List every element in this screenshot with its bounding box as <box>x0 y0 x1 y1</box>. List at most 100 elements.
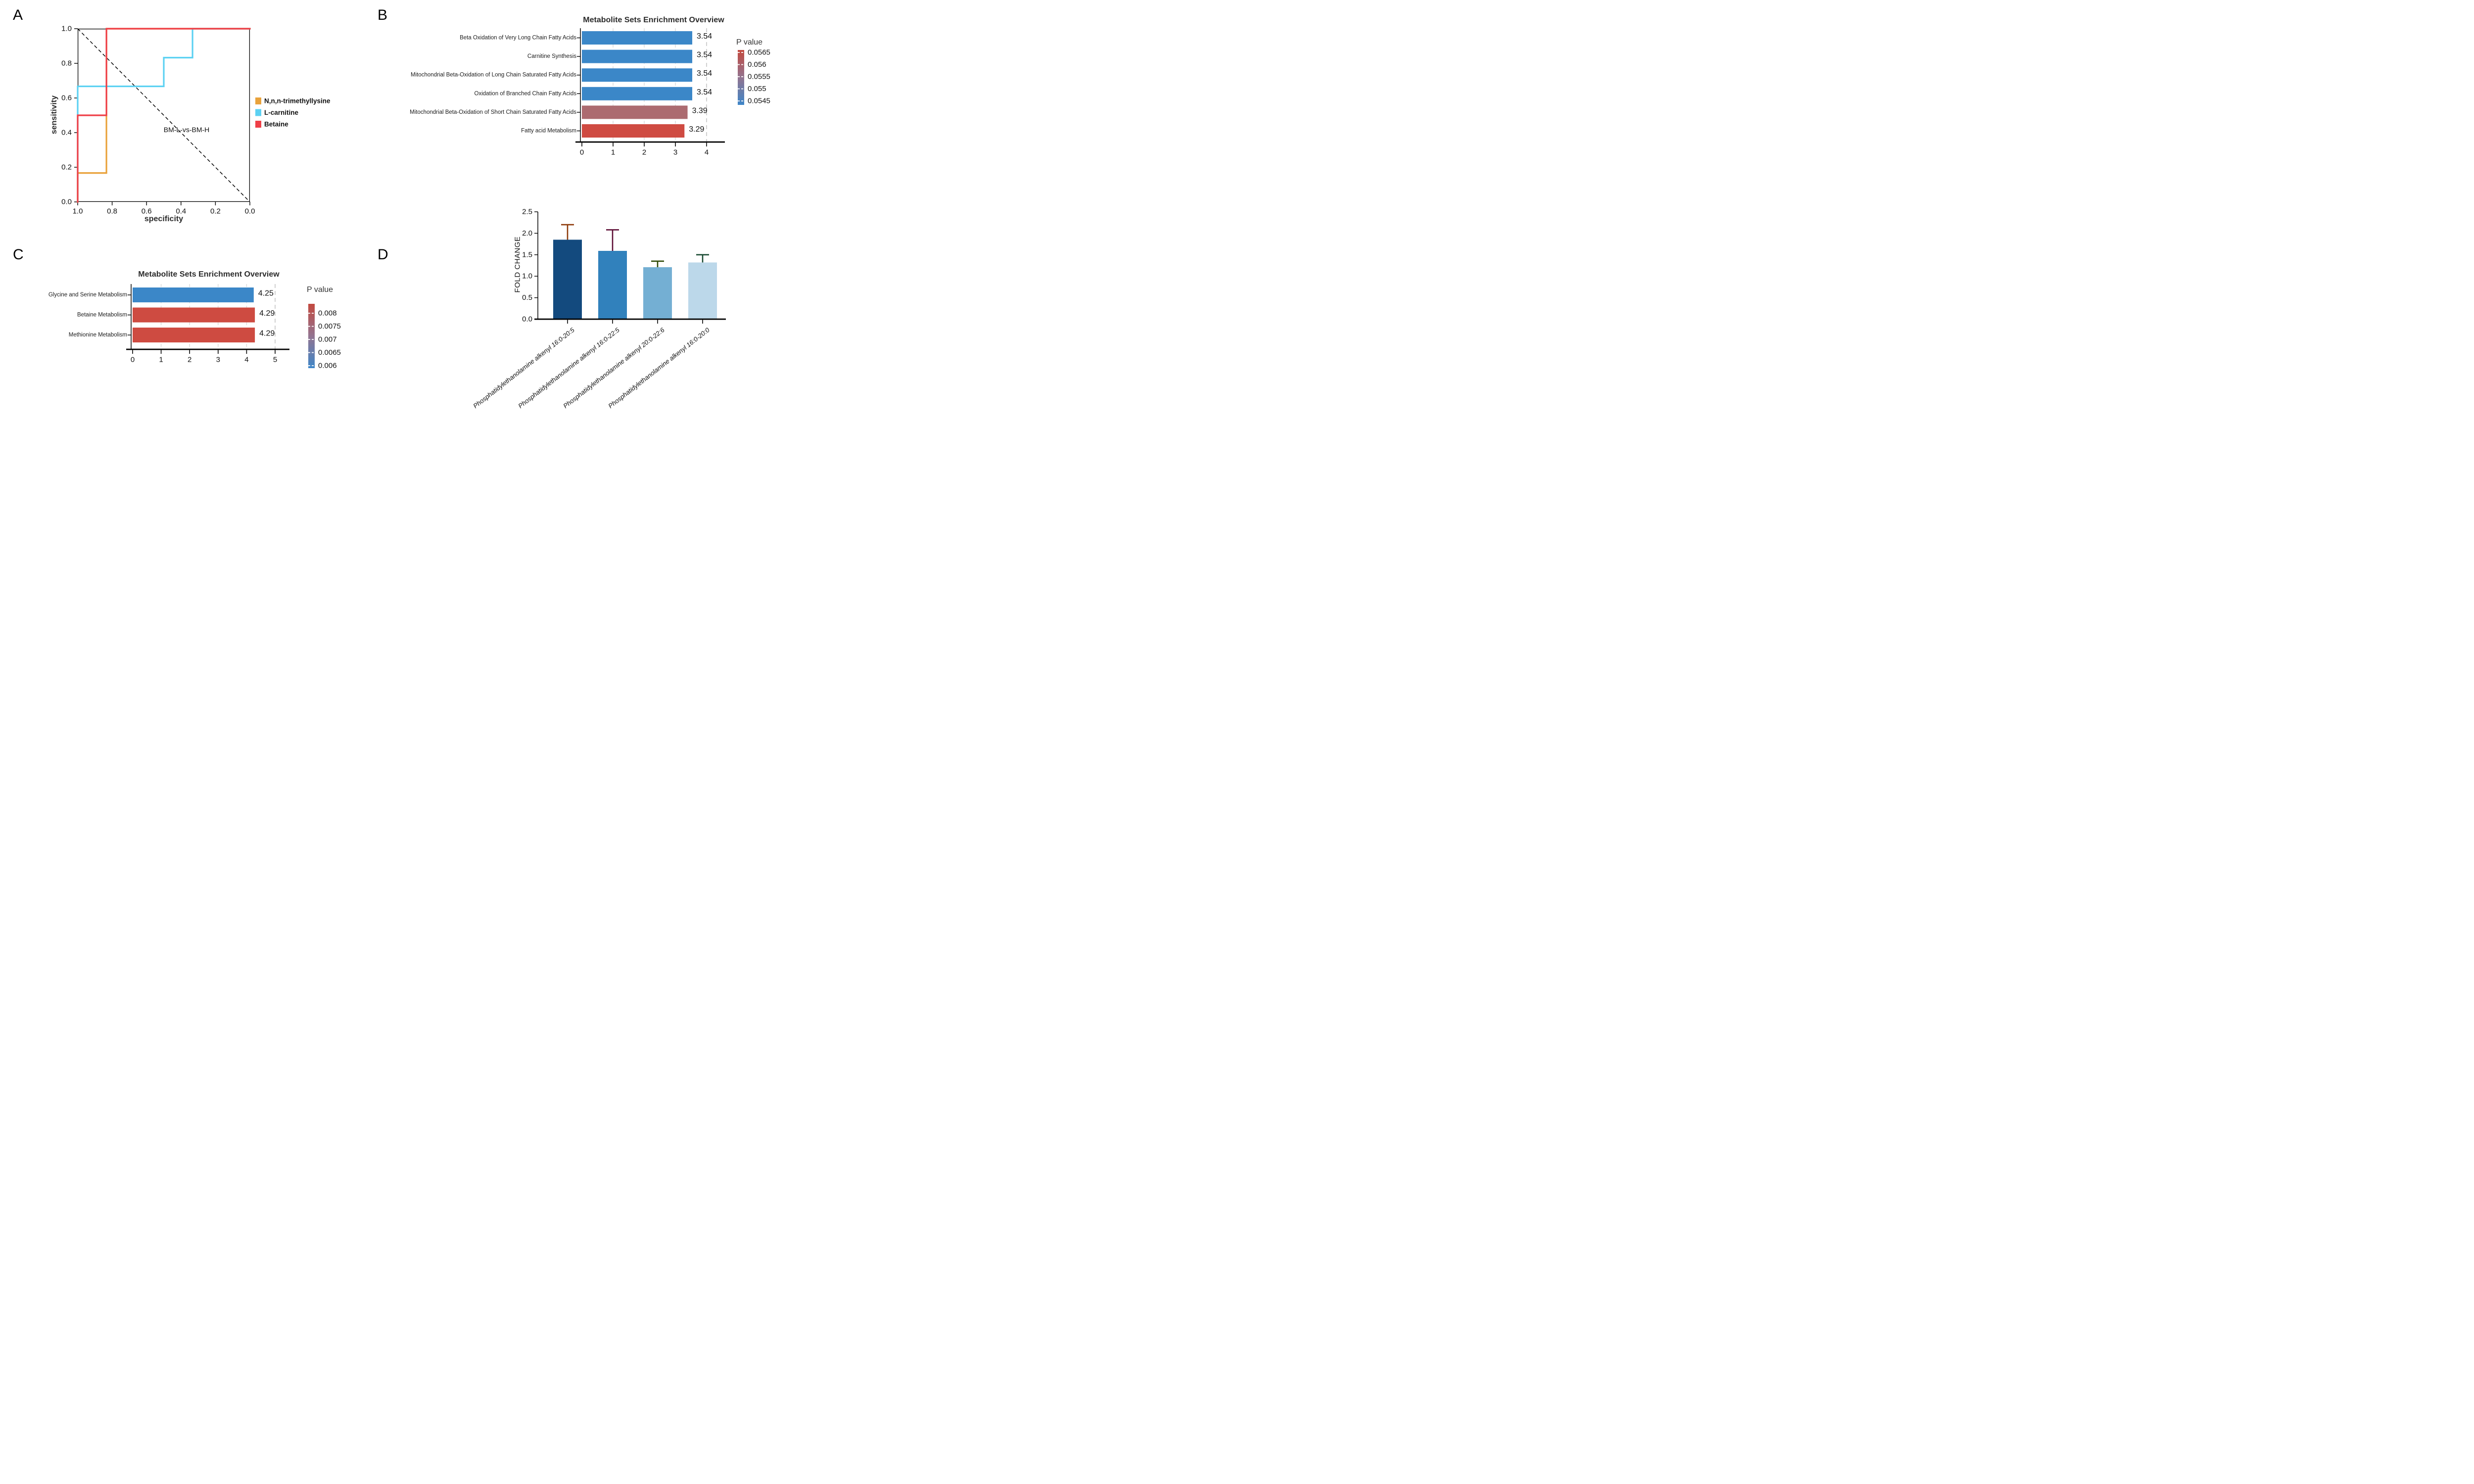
roc-comparison-annotation: BM-L-vs-BM-H <box>163 126 210 134</box>
category-label: Betaine Metabolism <box>77 312 127 318</box>
y-tick-label: 0.8 <box>61 59 72 68</box>
x-tick-label: 4 <box>705 148 709 157</box>
y-tick-label: 0.4 <box>61 129 72 137</box>
category-label: Mitochondrial Beta-Oxidation of Long Cha… <box>411 72 576 78</box>
bar <box>133 328 255 342</box>
x-tick-label: 0 <box>580 148 584 157</box>
roc-plot: 1.0 0.8 0.6 0.4 0.2 0.01.00.80.60.40.20.0N,n,… <box>61 25 331 216</box>
y-tick-label: 1.5 <box>522 250 532 259</box>
bar-value-label: 3.54 <box>697 69 712 78</box>
bar-value-label: 3.29 <box>689 125 704 134</box>
legend-tick-label: 0.0545 <box>748 97 770 105</box>
x-tick-label: 0.0 <box>245 207 255 216</box>
y-tick-label: 2.0 <box>522 229 532 238</box>
bar <box>582 31 693 45</box>
x-tick-label: 5 <box>273 356 277 364</box>
panel-c-title: Metabolite Sets Enrichment Overview <box>138 270 280 279</box>
roc-curve-betaine <box>77 28 251 203</box>
bar-value-label: 4.25 <box>258 289 274 298</box>
y-tick-label: 0.5 <box>522 293 532 302</box>
legend-item-label: Betaine <box>264 121 288 128</box>
roc-y-axis-label: sensitivity <box>50 95 58 135</box>
legend-tick-label: 0.0565 <box>748 48 770 57</box>
category-label: Phosphatidylethanolamine alkenyl 16:0-20… <box>607 326 711 410</box>
x-tick-label: 2 <box>188 356 191 364</box>
y-tick-label: 0.2 <box>61 163 72 172</box>
y-tick-label: 0.0 <box>522 315 532 324</box>
x-tick-label: 3 <box>673 148 677 157</box>
legend-tick-label: 0.0555 <box>748 73 770 81</box>
bar <box>688 262 717 319</box>
legend-gradient-bar <box>308 304 315 368</box>
legend-swatch <box>255 121 261 128</box>
bar <box>582 68 693 82</box>
legend-item-label: N,n,n-trimethyllysine <box>264 97 331 105</box>
bar <box>598 250 627 319</box>
category-label: Glycine and Serine Metabolism <box>48 292 127 298</box>
bar <box>582 49 693 63</box>
fold-change-bar-chart: 0.0 0.5 1.0 1.5 2.0 2.5 Phosphatidylethanolami… <box>472 208 726 410</box>
x-tick-label: 0.6 <box>142 207 152 216</box>
category-label: Phosphatidylethanolamine alkenyl 16:0-20… <box>472 326 576 410</box>
y-tick-label: 0.6 <box>61 94 72 102</box>
category-label: Phosphatidylethanolamine alkenyl 20:0-22… <box>562 326 666 410</box>
legend-tick-label: 0.0075 <box>318 322 341 331</box>
category-label: Fatty acid Metabolism <box>521 128 576 134</box>
x-tick-label: 1 <box>611 148 615 157</box>
bar <box>582 124 685 138</box>
legend-swatch <box>255 97 261 104</box>
bar-value-label: 3.54 <box>697 51 712 59</box>
panel-b-letter: B <box>378 7 388 23</box>
panel-c-letter: C <box>13 246 24 263</box>
panel-b-title: Metabolite Sets Enrichment Overview <box>583 16 724 24</box>
bar-value-label: 3.54 <box>697 32 712 41</box>
legend-gradient-bar <box>738 50 744 105</box>
panel-c-legend-title: P value <box>307 286 333 294</box>
bar <box>582 87 693 100</box>
legend-tick-label: 0.006 <box>318 362 337 370</box>
category-label: Methionine Metabolism <box>69 332 127 338</box>
category-label: Beta Oxidation of Very Long Chain Fatty … <box>460 35 576 41</box>
y-tick-label: 2.5 <box>522 208 532 216</box>
legend-swatch <box>255 109 261 116</box>
bar-value-label: 3.54 <box>697 88 712 96</box>
y-tick-label: 1.0 <box>61 25 72 33</box>
x-tick-label: 0 <box>131 356 135 364</box>
bar <box>643 267 672 319</box>
y-tick-label: 0.0 <box>61 198 72 206</box>
legend-item-label: L-carnitine <box>264 109 299 116</box>
legend-tick-label: 0.055 <box>748 85 766 93</box>
x-tick-label: 0.8 <box>107 207 117 216</box>
bar-value-label: 4.29 <box>259 330 275 338</box>
category-label: Oxidation of Branched Chain Fatty Acids <box>475 91 577 96</box>
bar-value-label: 4.29 <box>259 309 275 318</box>
category-label: Mitochondrial Beta-Oxidation of Short Ch… <box>410 109 576 115</box>
figure-canvas: A 1.0 0.8 0.6 0.4 0.2 0.0 1.0 0.8 0.6 0.4 0.2 0.0 N,… <box>0 0 776 418</box>
x-tick-label: 2 <box>642 148 646 157</box>
x-tick-label: 4 <box>244 356 248 364</box>
y-tick-label: 1.0 <box>522 272 532 281</box>
roc-diagonal-reference-line <box>77 28 250 202</box>
panel-b-legend-title: P value <box>736 38 763 47</box>
x-tick-label: 0.4 <box>176 207 186 216</box>
bar-value-label: 3.39 <box>692 106 708 115</box>
panel-d-letter: D <box>378 246 388 263</box>
enrichment-bar-chart-b: 3.54 Beta Oxidation of Very Long Chain Fa… <box>410 28 770 157</box>
panel-a-letter: A <box>13 7 23 23</box>
roc-x-axis-label: specificity <box>144 215 184 223</box>
x-tick-label: 0.2 <box>210 207 221 216</box>
x-tick-label: 1 <box>159 356 163 364</box>
legend-tick-label: 0.0065 <box>318 348 341 357</box>
bar <box>133 287 254 302</box>
legend-tick-label: 0.007 <box>318 335 337 344</box>
bar <box>582 105 688 119</box>
legend-tick-label: 0.008 <box>318 309 337 318</box>
legend-tick-label: 0.056 <box>748 60 766 69</box>
category-label: Phosphatidylethanolamine alkenyl 16:0-22… <box>517 326 621 410</box>
enrichment-bar-chart-c: 4.25 Glycine and Serine Metabolism 4.29 Bet… <box>48 284 341 370</box>
bar <box>553 239 582 319</box>
x-tick-label: 3 <box>216 356 220 364</box>
bar <box>133 307 255 323</box>
category-label: Carnitine Synthesis <box>527 53 576 59</box>
x-tick-label: 1.0 <box>73 207 83 216</box>
